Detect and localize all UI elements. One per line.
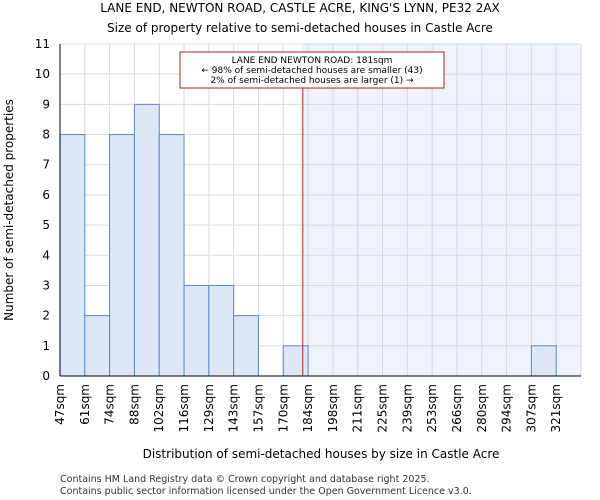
x-tick-label-321sqm: 321sqm: [549, 384, 563, 432]
y-axis-label: Number of semi-detached properties: [2, 99, 16, 321]
bar-47sqm: [59, 134, 86, 377]
x-tick-label-225sqm: 225sqm: [376, 384, 390, 432]
annotation-line-1: LANE END NEWTON ROAD: 181sqm: [232, 56, 393, 66]
chart-subtitle: Size of property relative to semi-detach…: [107, 21, 493, 35]
x-tick-label-239sqm: 239sqm: [400, 384, 414, 432]
footer-line-1: Contains HM Land Registry data © Crown c…: [60, 474, 430, 485]
y-tick-label: 10: [35, 67, 50, 81]
x-tick-label-116sqm: 116sqm: [177, 384, 191, 432]
annotation-line-2: ← 98% of semi-detached houses are smalle…: [201, 66, 422, 76]
y-tick-label: 2: [42, 309, 50, 323]
bar-61sqm: [84, 315, 111, 377]
x-tick-label-88sqm: 88sqm: [127, 384, 141, 425]
x-tick-label-102sqm: 102sqm: [152, 384, 166, 432]
x-tick-label-211sqm: 211sqm: [351, 384, 365, 432]
bar-129sqm: [208, 284, 235, 377]
x-tick-label-266sqm: 266sqm: [450, 384, 464, 432]
x-tick-label-61sqm: 61sqm: [78, 384, 92, 425]
y-tick-label: 7: [42, 158, 50, 172]
bar-143sqm: [233, 315, 259, 377]
x-tick-label-253sqm: 253sqm: [425, 384, 439, 432]
bar-170sqm: [282, 345, 309, 377]
bar-116sqm: [183, 284, 210, 377]
y-tick-label: 1: [42, 339, 50, 353]
bar-74sqm: [109, 134, 135, 377]
y-tick-label: 9: [42, 97, 50, 111]
x-tick-label-129sqm: 129sqm: [202, 384, 216, 432]
bar-102sqm: [158, 134, 185, 377]
y-tick-label: 0: [42, 369, 50, 383]
x-axis-label: Distribution of semi-detached houses by …: [143, 447, 500, 461]
bar-307sqm: [530, 345, 557, 377]
bar-88sqm: [133, 103, 160, 377]
y-tick-label: 8: [42, 128, 50, 142]
x-tick-label-198sqm: 198sqm: [326, 384, 340, 432]
y-tick-label: 6: [42, 188, 50, 202]
y-tick-label: 4: [42, 248, 50, 262]
annotation-frame: [179, 51, 445, 89]
x-tick-label-184sqm: 184sqm: [301, 384, 315, 432]
x-tick-label-143sqm: 143sqm: [227, 384, 241, 432]
y-tick-label: 5: [42, 218, 50, 232]
x-tick-label-307sqm: 307sqm: [524, 384, 538, 432]
plot-area: 0 1 2 3 4 5 6 7 8 9 10 11 47sqm 61sqm 74sqm 88sqm 102sqm…: [35, 37, 582, 432]
x-tick-label-280sqm: 280sqm: [475, 384, 489, 432]
footer-line-2: Contains public sector information licen…: [60, 486, 472, 497]
y-tick-label: 3: [42, 278, 50, 292]
x-tick-label-157sqm: 157sqm: [251, 384, 265, 432]
y-tick-label: 11: [35, 37, 50, 51]
x-tick-label-74sqm: 74sqm: [103, 384, 117, 425]
larger-region-shade: [302, 44, 581, 376]
x-tick-label-294sqm: 294sqm: [500, 384, 514, 432]
annotation-box: LANE END NEWTON ROAD: 181sqm ← 98% of se…: [179, 51, 445, 89]
x-tick-label-170sqm: 170sqm: [276, 384, 290, 432]
chart-title: LANE END, NEWTON ROAD, CASTLE ACRE, KING…: [100, 1, 500, 15]
annotation-line-3: 2% of semi-detached houses are larger (1…: [210, 76, 414, 86]
x-tick-label-47sqm: 47sqm: [53, 384, 67, 425]
